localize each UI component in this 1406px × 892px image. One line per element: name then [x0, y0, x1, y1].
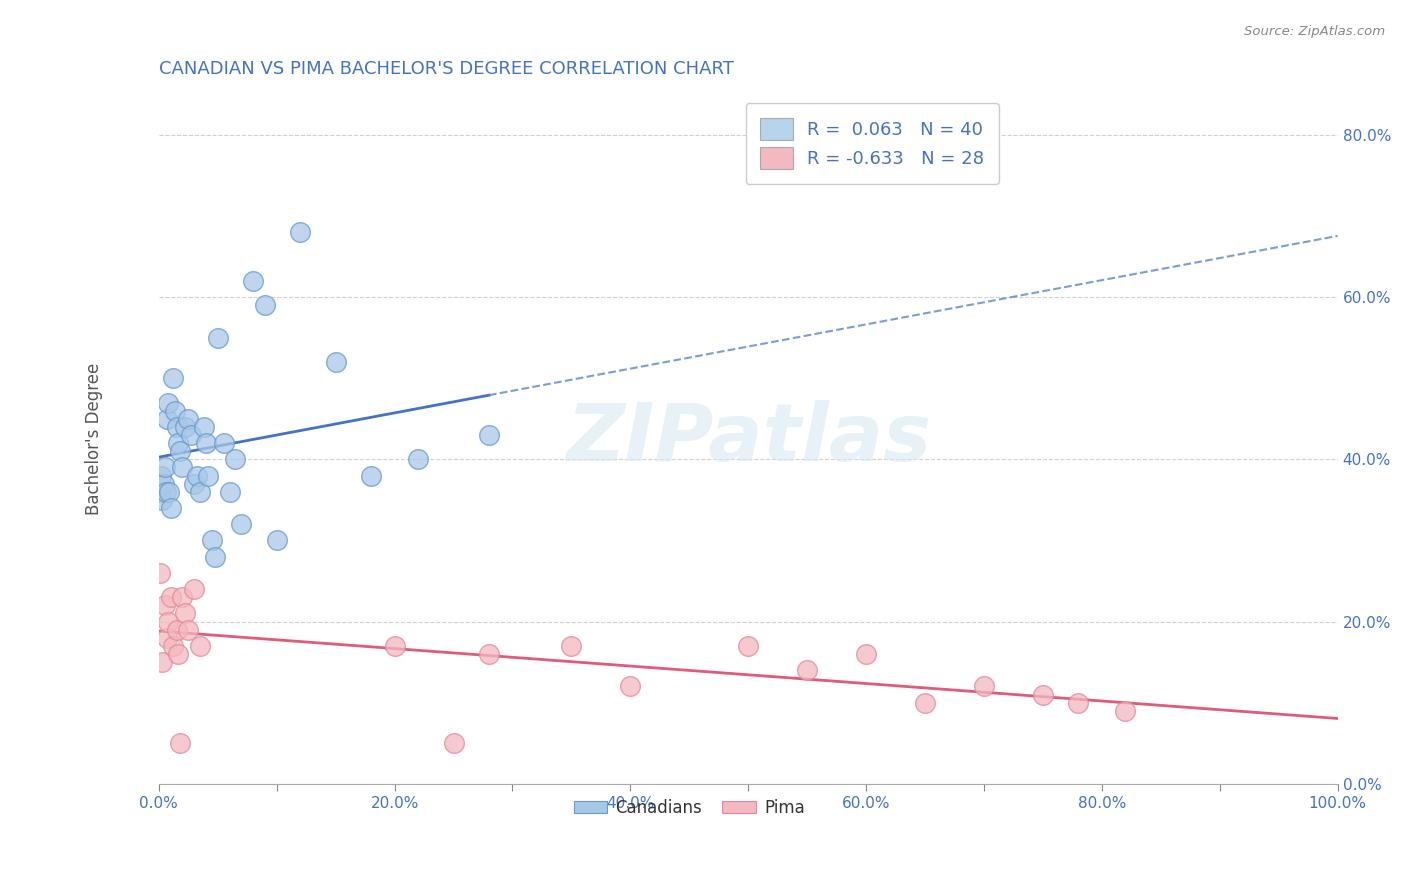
Point — [152, 476, 174, 491]
Point — [159, 501, 181, 516]
Point — [173, 607, 195, 621]
Point — [478, 647, 501, 661]
Point — [153, 599, 176, 613]
Point — [157, 395, 180, 409]
Point — [186, 468, 208, 483]
Point — [166, 420, 188, 434]
Point — [150, 468, 173, 483]
Point — [325, 355, 347, 369]
Point — [855, 647, 877, 661]
Point — [183, 582, 205, 596]
Point — [177, 623, 200, 637]
Point — [1032, 688, 1054, 702]
Point — [360, 468, 382, 483]
Point — [253, 298, 276, 312]
Point — [384, 639, 406, 653]
Point — [406, 452, 429, 467]
Point — [162, 639, 184, 653]
Point — [201, 533, 224, 548]
Point — [231, 517, 253, 532]
Point — [193, 420, 215, 434]
Point — [478, 428, 501, 442]
Point — [290, 225, 312, 239]
Point — [155, 484, 177, 499]
Point — [150, 655, 173, 669]
Point — [149, 484, 172, 499]
Point — [166, 436, 188, 450]
Point — [188, 484, 211, 499]
Point — [172, 591, 194, 605]
Point — [165, 403, 187, 417]
Point — [162, 371, 184, 385]
Point — [188, 639, 211, 653]
Point — [180, 428, 202, 442]
Point — [169, 444, 191, 458]
Point — [619, 680, 641, 694]
Point — [157, 615, 180, 629]
Point — [914, 696, 936, 710]
Point — [973, 680, 995, 694]
Point — [156, 412, 179, 426]
Point — [197, 468, 219, 483]
Point — [183, 476, 205, 491]
Text: CANADIAN VS PIMA BACHELOR'S DEGREE CORRELATION CHART: CANADIAN VS PIMA BACHELOR'S DEGREE CORRE… — [159, 60, 734, 78]
Point — [173, 420, 195, 434]
Point — [218, 484, 240, 499]
Point — [153, 460, 176, 475]
Point — [149, 566, 172, 580]
Point — [242, 274, 264, 288]
Point — [1114, 704, 1136, 718]
Point — [560, 639, 582, 653]
Text: Source: ZipAtlas.com: Source: ZipAtlas.com — [1244, 25, 1385, 38]
Point — [166, 647, 188, 661]
Point — [177, 412, 200, 426]
Point — [266, 533, 288, 548]
Point — [159, 591, 181, 605]
Point — [150, 492, 173, 507]
Y-axis label: Bachelor's Degree: Bachelor's Degree — [86, 363, 103, 516]
Point — [1067, 696, 1090, 710]
Point — [172, 460, 194, 475]
Point — [159, 484, 181, 499]
Point — [796, 663, 818, 677]
Point — [169, 736, 191, 750]
Point — [156, 631, 179, 645]
Point — [443, 736, 465, 750]
Point — [224, 452, 246, 467]
Point — [166, 623, 188, 637]
Text: ZIPatlas: ZIPatlas — [565, 401, 931, 478]
Point — [737, 639, 759, 653]
Point — [207, 331, 229, 345]
Point — [204, 549, 226, 564]
Point — [195, 436, 218, 450]
Legend: Canadians, Pima: Canadians, Pima — [567, 792, 811, 823]
Point — [212, 436, 235, 450]
